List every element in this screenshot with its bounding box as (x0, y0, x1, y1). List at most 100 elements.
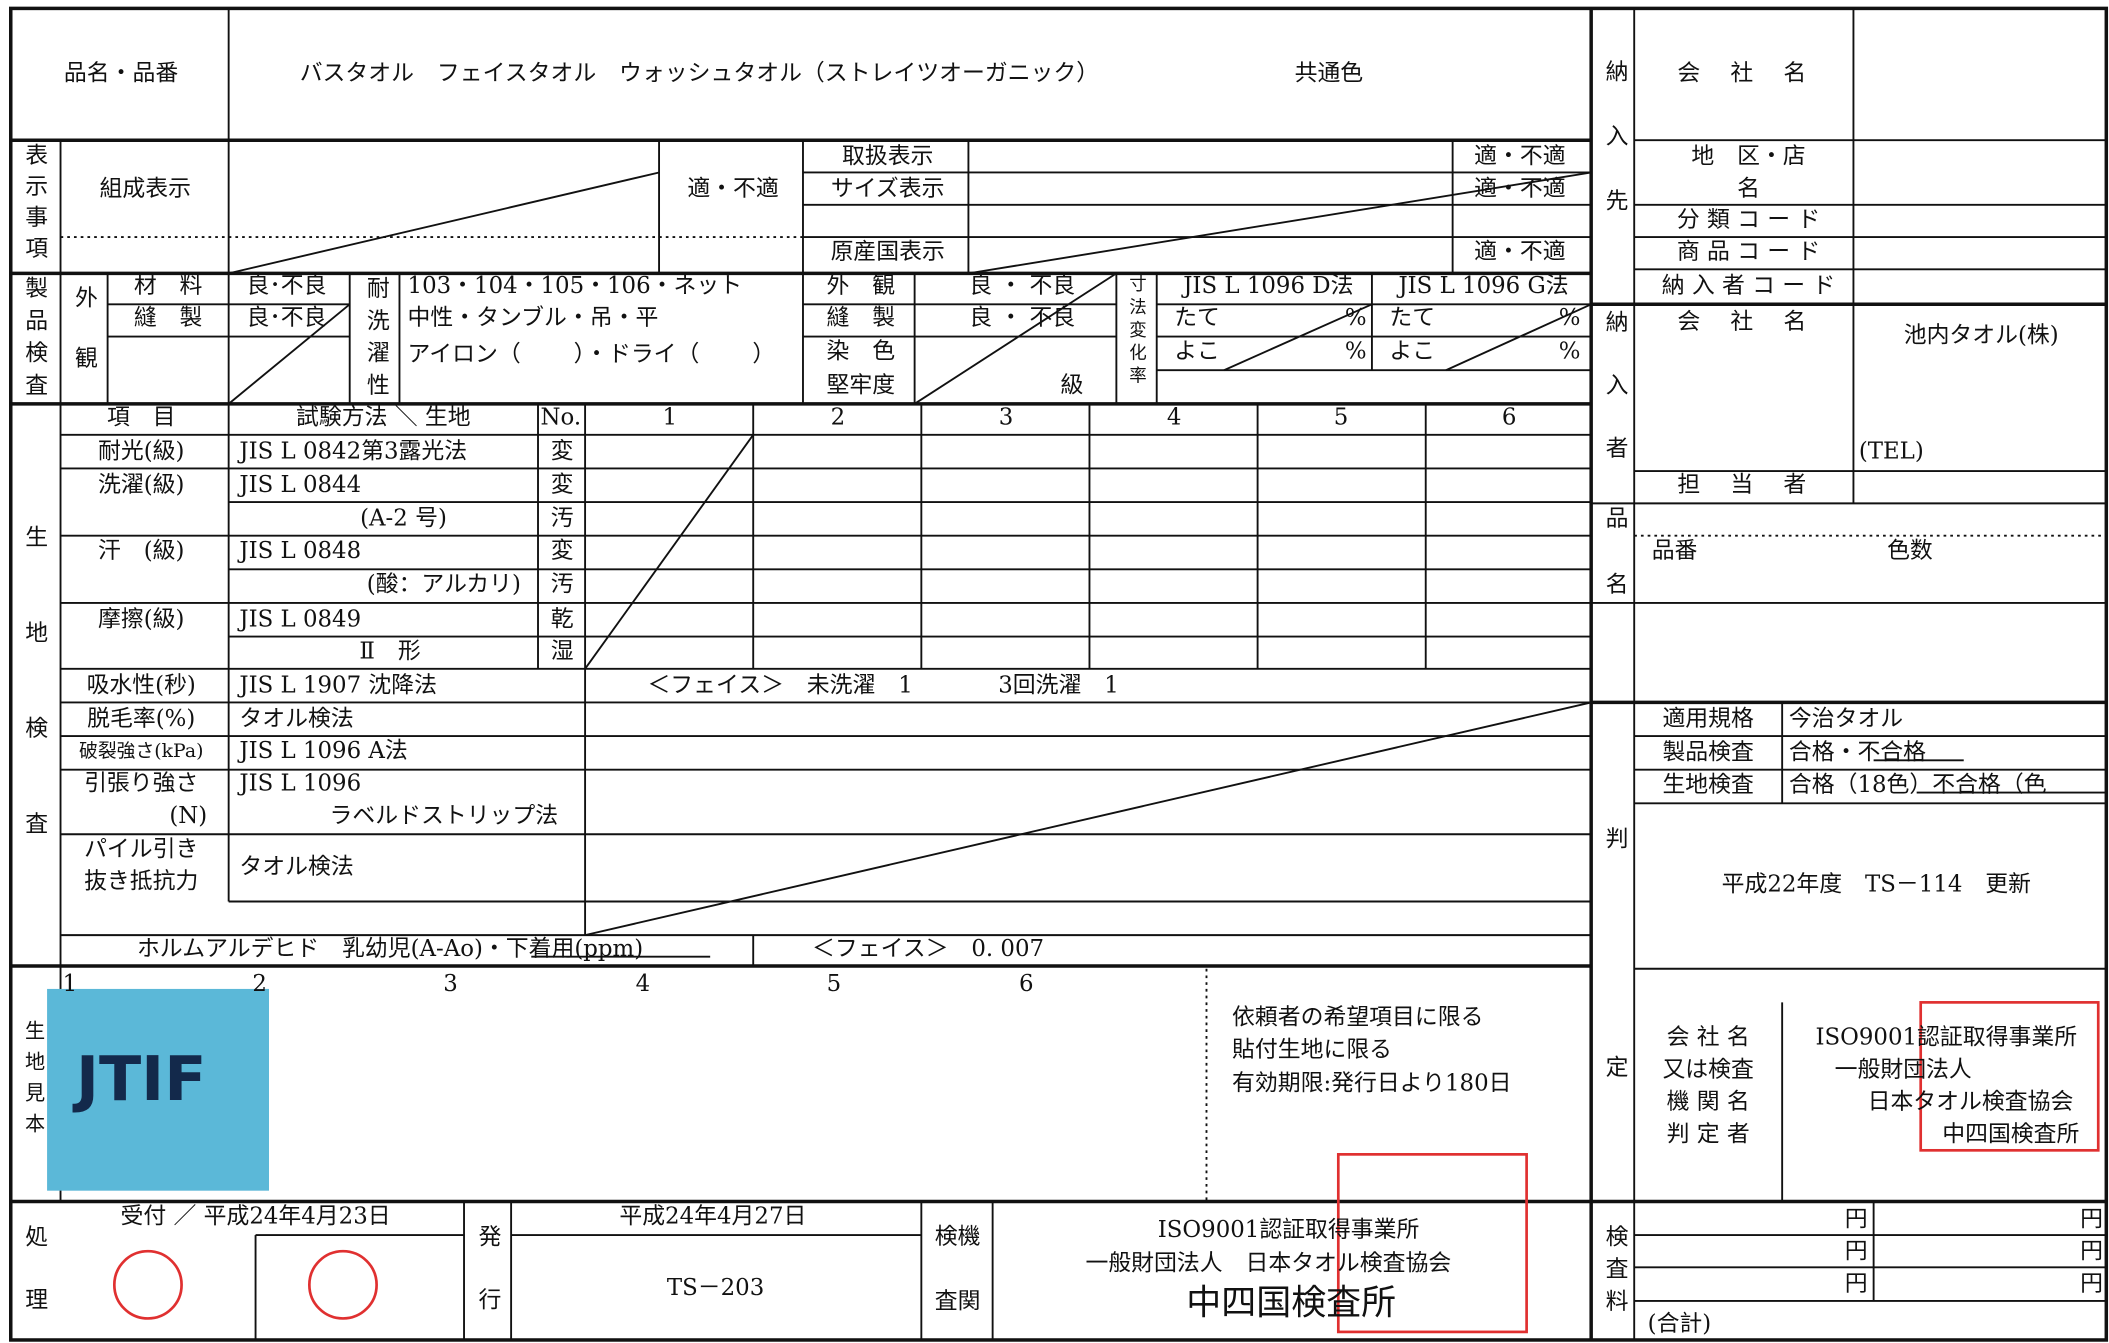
form-text: (N) (169, 803, 207, 829)
form-text: 級 (1061, 372, 1084, 398)
form-text: 担 当 者 (1677, 472, 1806, 498)
form-text: % (1345, 305, 1367, 331)
form-text: 受付 ／ 平成24年4月23日 (120, 1204, 390, 1230)
form-text: Ⅱ 形 (359, 639, 420, 665)
section-label: 検査料 (1601, 1224, 1628, 1321)
form-text: 平成24年4月27日 (619, 1204, 806, 1230)
form-text: 商 品 コ ー ド (1677, 239, 1820, 265)
form-text: ホルムアルデヒド 乳幼児(A-Ao)・下着用(ppm) (137, 936, 643, 962)
form-text: 分 類 コ ー ド (1677, 207, 1820, 233)
form-text: 4 (636, 971, 651, 997)
form-text: 色数 (1887, 538, 1933, 564)
section-label: 品名 (1601, 506, 1627, 638)
form-text: 合格・不合格 (1789, 740, 1926, 766)
section-label: 発行 (474, 1224, 501, 1343)
form-text: よこ (1389, 339, 1435, 365)
form-text: 品名・品番 (64, 60, 178, 86)
form-text: 一般財団法人 日本タオル検査協会 (1085, 1251, 1451, 1277)
form-text: 脱毛率(%) (87, 706, 195, 732)
form-text: 耐光(級) (98, 438, 184, 464)
form-text: (合計) (1648, 1311, 1712, 1337)
form-text: 破裂強さ(kPa) (79, 740, 203, 762)
form-text: 項 目 (107, 405, 176, 431)
form-text: JIS L 1096 A法 (237, 738, 407, 764)
form-text: 染 色 (827, 339, 896, 365)
form-text: JIS L 1096 (237, 770, 361, 796)
section-label: 処理 (21, 1224, 48, 1343)
form-text: よこ (1174, 339, 1220, 365)
form-text: 中四国検査所 (1186, 1284, 1396, 1324)
form-text: 円 (1845, 1271, 1868, 1297)
form-text: 納 入 者 コ ー ド (1662, 273, 1836, 299)
form-text: 3 (443, 971, 458, 997)
form-text: JIS L 0848 (237, 538, 361, 564)
section-label: 納入者 (1601, 310, 1628, 500)
form-text: 査関 (935, 1288, 981, 1314)
form-text: 変 (551, 472, 574, 498)
form-text: 日本タオル検査協会 (1868, 1089, 2074, 1115)
form-text: 5 (1334, 405, 1349, 431)
form-text: 引張り強さ (84, 770, 198, 796)
form-text: JIS L 0844 (237, 472, 361, 498)
form-text: 良･不良 (246, 273, 326, 299)
form-text: 組成表示 (100, 176, 191, 202)
form-text: 地 区・店 (1691, 144, 1805, 170)
form-text: 洗濯(級) (98, 472, 184, 498)
form-text: 会 社 名 (1677, 309, 1806, 335)
form-text: 円 (2080, 1239, 2103, 1265)
form-text: 一般財団法人 (1835, 1057, 1972, 1083)
form-text: ＜フェイス＞ 0. 007 (812, 936, 1044, 962)
form-text: 乾 (551, 606, 574, 632)
section-label: 外観 (70, 285, 97, 406)
fabric-swatch (47, 988, 270, 1191)
form-text: 材 料 (134, 273, 203, 299)
form-text: サイズ表示 (831, 176, 945, 202)
form-text: 製品検査 (1662, 740, 1754, 766)
form-text: 円 (1845, 1239, 1868, 1265)
form-text: ISO9001認証取得事業所 (1815, 1025, 2077, 1051)
section-label: 寸法変化率 (1127, 275, 1147, 389)
form-text: タオル検法 (239, 706, 353, 732)
form-text: 良 ・ 不良 (969, 273, 1075, 299)
form-text: 円 (1845, 1206, 1868, 1232)
form-text: 試験方法 ＼ 生地 (296, 405, 471, 431)
form-text: 適用規格 (1662, 706, 1754, 732)
form-text: 湿 (551, 639, 574, 665)
form-text: (A-2 号) (360, 506, 447, 532)
section-label: 判定 (1601, 826, 1628, 1283)
form-text: 取扱表示 (842, 144, 933, 170)
form-text: JIS L 0842第3露光法 (237, 438, 467, 464)
section-label: 耐洗濯性 (362, 276, 389, 405)
form-text: 品番 (1652, 538, 1698, 564)
form-text: 生地検査 (1662, 772, 1754, 798)
form-text: 又は検査 (1662, 1057, 1754, 1083)
form-text: ISO9001認証取得事業所 (1158, 1217, 1420, 1243)
form-text: (酸：アルカリ) (367, 571, 521, 597)
form-text: 6 (1502, 405, 1517, 431)
form-text: 今治タオル (1789, 706, 1903, 732)
form-text: ラベルドストリップ法 (330, 803, 559, 829)
form-text: 会 社 名 (1677, 60, 1806, 86)
form-text: 3回洗濯 1 (998, 672, 1119, 698)
form-text: たて (1389, 305, 1435, 331)
form-text: 外 観 (827, 273, 896, 299)
form-text: 5 (827, 971, 842, 997)
form-text: 機 関 名 (1667, 1089, 1750, 1115)
form-text: 堅牢度 (827, 372, 896, 398)
form-text: 名 (1737, 176, 1760, 202)
form-text: 吸水性(秒) (87, 672, 196, 698)
form-text: 4 (1167, 405, 1182, 431)
form-text: % (1345, 339, 1367, 365)
form-text: 縫 製 (827, 305, 896, 331)
form-text: 有効期限:発行日より180日 (1232, 1070, 1511, 1096)
form-text: 中四国検査所 (1942, 1122, 2079, 1148)
form-text: 中性・タンブル・吊・平 (408, 305, 659, 331)
form-text: 貼付生地に限る (1232, 1037, 1392, 1063)
form-text: 汚 (551, 571, 574, 597)
form-text: JIS L 1096 D法 (1181, 273, 1353, 299)
form-text: 1 (663, 405, 678, 431)
form-text: 会 社 名 (1667, 1025, 1750, 1051)
form-text: バスタオル フェイスタオル ウォッシュタオル（ストレイツオーガニック） (300, 60, 1099, 86)
